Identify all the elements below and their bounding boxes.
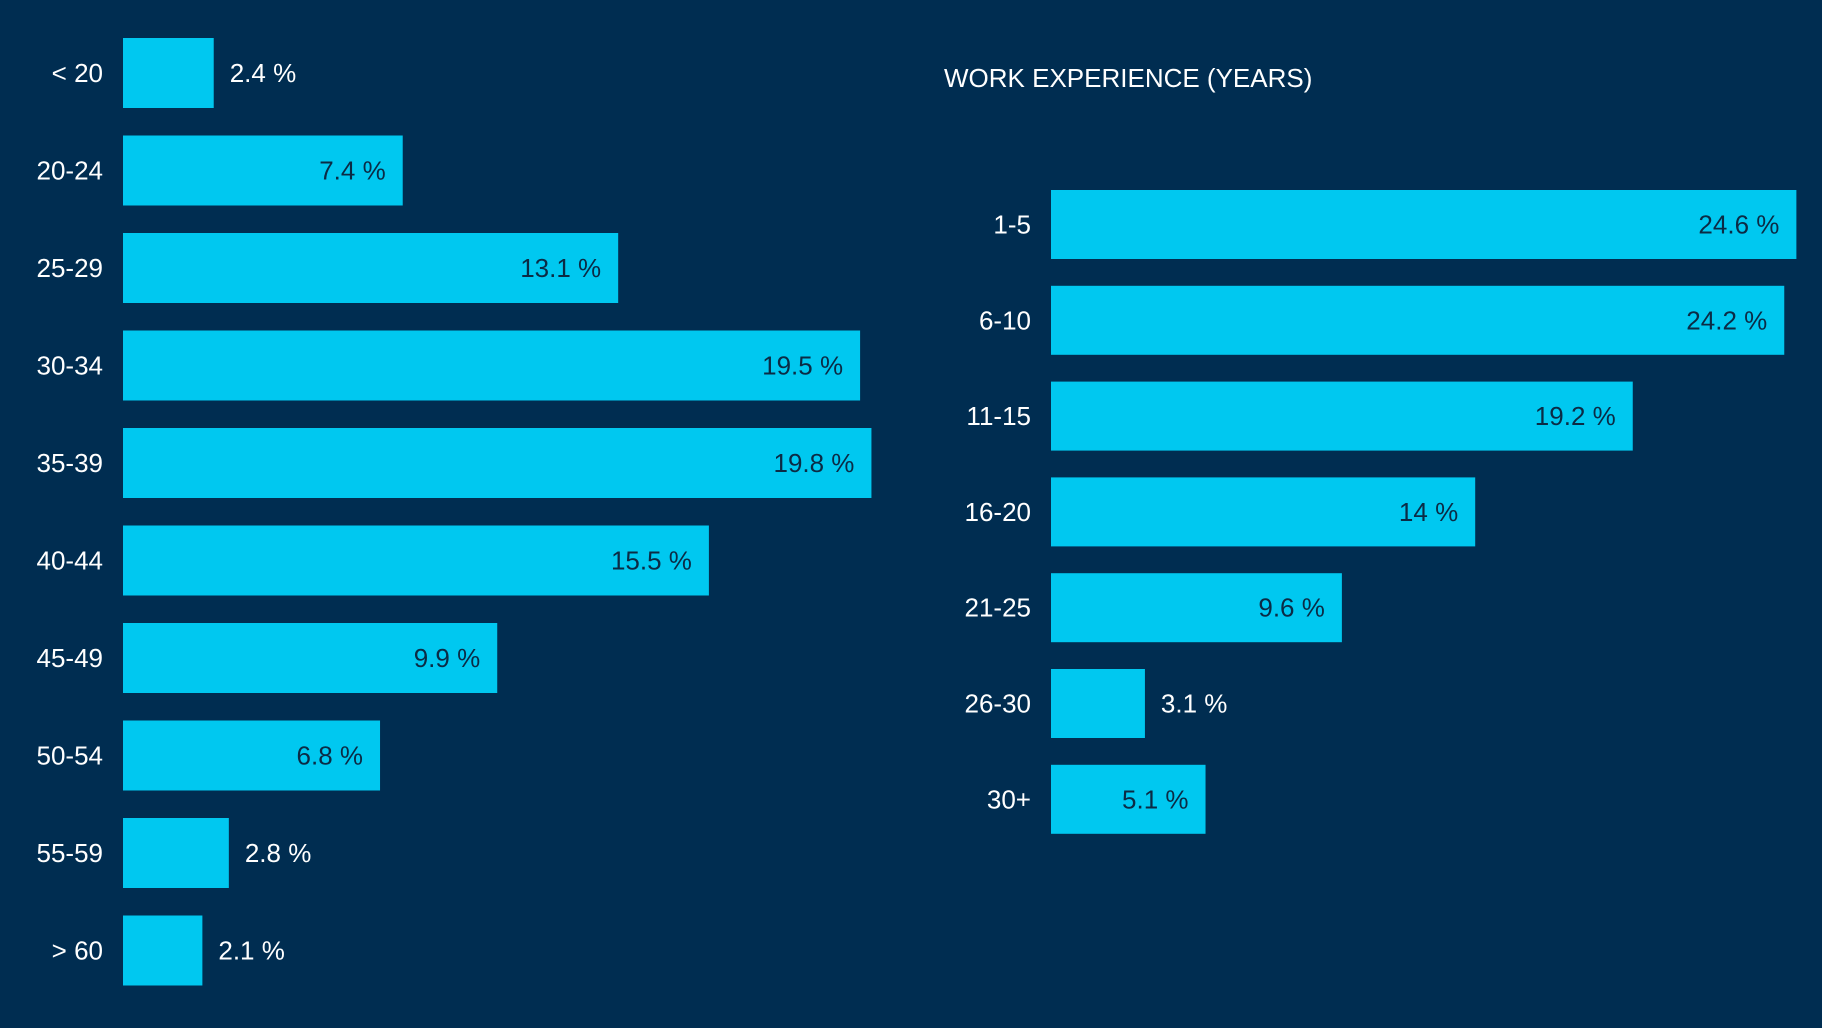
bar [123, 428, 872, 498]
value-label: 13.1 % [520, 253, 601, 283]
bar [123, 915, 203, 986]
category-label: 21-25 [965, 593, 1032, 623]
category-label: 55-59 [37, 838, 104, 868]
bar [1051, 477, 1476, 547]
bar [123, 330, 861, 401]
value-label: 5.1 % [1122, 784, 1189, 814]
value-label: 24.2 % [1686, 305, 1767, 335]
value-label: 2.8 % [245, 838, 312, 868]
category-label: > 60 [52, 936, 103, 966]
value-label: 7.4 % [319, 156, 386, 186]
category-label: 11-15 [966, 401, 1031, 431]
work-experience-chart: WORK EXPERIENCE (YEARS) 1-5 24.6 % 6-10 24.… [944, 63, 1797, 834]
category-label: 40-44 [37, 546, 104, 576]
value-label: 9.9 % [414, 643, 481, 673]
category-label: 30+ [987, 784, 1031, 814]
value-label: 2.1 % [218, 936, 285, 966]
bar [123, 38, 214, 108]
value-label: 3.1 % [1161, 689, 1228, 719]
value-label: 19.5 % [762, 351, 843, 381]
chart-title: WORK EXPERIENCE (YEARS) [944, 63, 1312, 93]
bar [1051, 381, 1633, 451]
category-label: 1-5 [993, 210, 1031, 240]
value-label: 9.6 % [1258, 593, 1325, 623]
category-label: 26-30 [965, 689, 1032, 719]
value-label: 19.8 % [773, 448, 854, 478]
age-distribution-chart: < 20 2.4 % 20-24 7.4 % 25-29 13.1 % 30-34 19.5 … [37, 38, 872, 986]
category-label: 45-49 [37, 643, 104, 673]
value-label: 2.4 % [230, 58, 297, 88]
bar [1051, 573, 1342, 643]
category-label: 25-29 [37, 253, 104, 283]
category-label: 20-24 [37, 156, 104, 186]
value-label: 14 % [1399, 497, 1458, 527]
category-label: 16-20 [965, 497, 1032, 527]
bar [123, 623, 498, 693]
value-label: 15.5 % [611, 546, 692, 576]
bar [1051, 764, 1206, 834]
bar [123, 818, 229, 888]
value-label: 19.2 % [1535, 401, 1616, 431]
bar [123, 720, 381, 791]
value-label: 6.8 % [297, 741, 364, 771]
bar [1051, 669, 1145, 738]
category-label: 35-39 [37, 448, 104, 478]
category-label: 6-10 [979, 305, 1031, 335]
bar [1051, 285, 1785, 355]
category-label: 50-54 [37, 741, 104, 771]
category-label: 30-34 [37, 351, 104, 381]
bar [1051, 190, 1797, 259]
bar [123, 233, 619, 303]
category-label: < 20 [52, 58, 103, 88]
bar [123, 525, 709, 596]
value-label: 24.6 % [1698, 210, 1779, 240]
bar [123, 135, 403, 206]
